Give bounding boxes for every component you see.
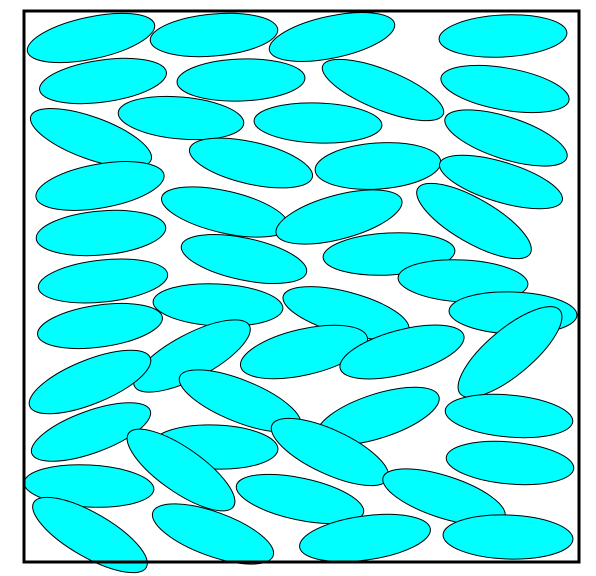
ellipse-31 (339, 324, 465, 380)
ellipse-8 (440, 64, 570, 114)
ellipse-46 (151, 503, 275, 565)
ellipse-11 (29, 108, 153, 168)
ellipse-5 (39, 57, 167, 105)
ellipse-6 (176, 58, 306, 102)
ellipse-36 (444, 393, 574, 439)
ellipse-12 (444, 109, 568, 167)
ellipse-group (23, 12, 578, 574)
ellipse-20 (416, 182, 532, 260)
ellipse-10 (253, 102, 383, 144)
ellipse-47 (299, 513, 431, 563)
ellipse-43 (235, 473, 365, 525)
ellipse-16 (439, 154, 563, 210)
ellipse-23 (37, 258, 169, 304)
ellipse-33 (28, 349, 152, 415)
ellipse-30 (239, 324, 369, 380)
ellipse-19 (35, 209, 167, 257)
ellipse-48 (442, 514, 574, 560)
ellipse-21 (180, 234, 308, 284)
ellipse-45 (32, 496, 148, 574)
ellipse-7 (321, 58, 445, 122)
ellipse-2 (149, 12, 279, 58)
ellipse-1 (26, 12, 156, 64)
ellipse-4 (438, 14, 568, 58)
ellipse-9 (117, 95, 245, 141)
ellipse-42 (126, 428, 236, 512)
ellipse-40 (445, 440, 575, 486)
ellipse-27 (37, 302, 163, 350)
ellipse-3 (268, 12, 396, 62)
ellipse-37 (30, 402, 152, 462)
bounding-frame (22, 9, 581, 564)
ellipse-32 (457, 306, 563, 398)
ellipse-18 (275, 189, 403, 245)
ellipse-15 (35, 161, 165, 211)
ellipse-13 (188, 137, 314, 189)
